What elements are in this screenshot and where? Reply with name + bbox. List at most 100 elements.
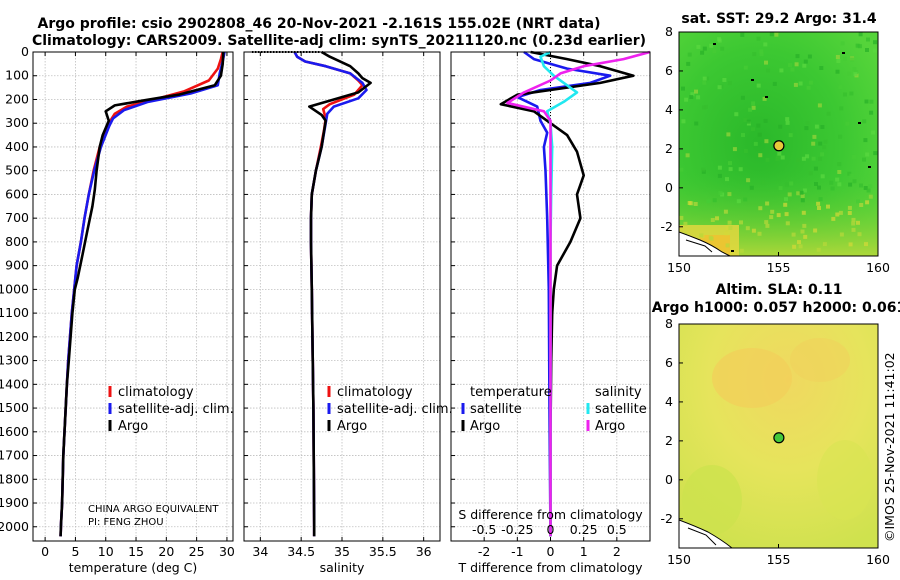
y-tick-label: 0 bbox=[21, 44, 29, 59]
sst-pixel bbox=[839, 106, 844, 111]
sst-pixel bbox=[775, 156, 780, 161]
sst-pixel bbox=[694, 121, 699, 126]
sst-pixel bbox=[855, 43, 860, 48]
map-x-tick-label: 160 bbox=[866, 552, 890, 567]
sst-pixel bbox=[690, 92, 695, 97]
sst-pixel bbox=[679, 167, 684, 172]
sst-pixel bbox=[685, 153, 690, 158]
sst-pixel bbox=[705, 76, 710, 81]
sst-pixel bbox=[746, 119, 751, 124]
sst-pixel bbox=[817, 206, 821, 210]
y-tick-label: 2000 bbox=[0, 519, 29, 534]
sst-pixel bbox=[798, 244, 803, 249]
sst-pixel bbox=[748, 107, 753, 112]
sst-pixel bbox=[702, 105, 707, 110]
sst-pixel bbox=[766, 68, 771, 73]
sst-pixel bbox=[759, 52, 764, 57]
sst-pixel bbox=[727, 192, 732, 197]
sst-pixel bbox=[710, 218, 715, 222]
sample-dot bbox=[276, 51, 278, 53]
sample-dot bbox=[300, 51, 302, 53]
sla-map-axes: 150 155 160 -2 0 2 4 6 8 bbox=[661, 316, 890, 567]
sst-pixel bbox=[756, 123, 761, 128]
sst-pixel bbox=[838, 85, 843, 90]
sst-pixel bbox=[764, 139, 769, 144]
sst-pixel bbox=[681, 119, 686, 124]
sst-pixel bbox=[751, 228, 756, 233]
sst-pixel bbox=[784, 212, 789, 217]
legend-label: Argo bbox=[595, 419, 625, 434]
map-y-tick-label: 4 bbox=[665, 102, 673, 117]
y-tick-label: 300 bbox=[5, 115, 29, 130]
sst-pixel bbox=[784, 182, 789, 187]
sst-pixel bbox=[804, 126, 809, 131]
sst-pixel bbox=[769, 32, 774, 37]
sst-pixel bbox=[817, 185, 821, 190]
sst-pixel bbox=[873, 151, 878, 156]
sst-pixel bbox=[863, 186, 868, 190]
sst-pixel bbox=[726, 132, 731, 137]
series-line-satellite-adj-clim- bbox=[293, 51, 368, 537]
sst-pixel bbox=[818, 156, 823, 161]
sst-pixel bbox=[762, 96, 767, 101]
x-tick-label: 35.5 bbox=[369, 544, 397, 559]
sst-pixel bbox=[717, 173, 722, 178]
x-tick-label: 10 bbox=[98, 544, 114, 559]
sst-pixel bbox=[843, 92, 847, 97]
sst-pixel bbox=[805, 154, 810, 159]
sst-pixel bbox=[725, 226, 730, 231]
series-line-t-satellite bbox=[516, 50, 612, 537]
sst-pixel bbox=[847, 205, 852, 210]
sst-pixel bbox=[858, 32, 863, 37]
sst-pixel bbox=[728, 225, 733, 230]
sst-pixel bbox=[808, 171, 813, 176]
temperature-panel: 0 5 10 15 20 25 30 temperature (deg C) 0 100 200 30… bbox=[0, 44, 235, 575]
sst-pixel bbox=[859, 183, 863, 188]
sample-dot bbox=[312, 51, 314, 53]
sample-dot bbox=[264, 51, 266, 53]
series-line-s-argo bbox=[506, 50, 651, 537]
sst-pixel bbox=[679, 215, 684, 220]
sst-pixel bbox=[800, 198, 805, 203]
y-tick-label: 1400 bbox=[0, 376, 29, 391]
sst-pixel bbox=[826, 204, 830, 209]
sst-pixel bbox=[868, 194, 873, 199]
sst-pixel bbox=[689, 95, 694, 99]
map-x-tick-label: 155 bbox=[767, 260, 791, 275]
sst-pixel bbox=[717, 85, 722, 90]
sst-pixel bbox=[816, 201, 821, 206]
sst-pixel bbox=[802, 223, 807, 228]
y-tick-label: 400 bbox=[5, 139, 29, 154]
sample-dot bbox=[255, 51, 257, 53]
sst-pixel bbox=[736, 199, 741, 204]
sst-pixel bbox=[852, 67, 857, 72]
y-tick-label: 1600 bbox=[0, 424, 29, 439]
sst-pixel bbox=[838, 210, 843, 215]
sst-pixel bbox=[814, 124, 819, 129]
y-tick-label: 1000 bbox=[0, 281, 29, 296]
sst-pixel bbox=[835, 55, 840, 59]
sst-pixel bbox=[765, 157, 770, 162]
sample-dot bbox=[258, 51, 260, 53]
x-tick-label: -2 bbox=[478, 544, 490, 559]
sst-pixel bbox=[686, 61, 691, 66]
sample-dot bbox=[279, 51, 281, 53]
x-tick-label: 1 bbox=[580, 544, 588, 559]
sst-pixel bbox=[756, 83, 761, 88]
y-tick-label: 1900 bbox=[0, 495, 29, 510]
salinity-panel: 34 34.5 35 35.5 36 salinity climatology satelli… bbox=[243, 50, 453, 575]
legend-label: Argo bbox=[470, 419, 500, 434]
sst-pixel bbox=[759, 49, 764, 54]
sst-pixel bbox=[740, 32, 745, 37]
sst-pixel bbox=[778, 186, 783, 191]
sla-map-title: Altim. SLA: 0.11 bbox=[715, 282, 842, 298]
institution-label: CHINA ARGO EQUIVALENT bbox=[88, 504, 219, 515]
sst-pixel bbox=[724, 231, 729, 236]
sst-pixel bbox=[865, 152, 870, 157]
sst-pixel bbox=[728, 167, 733, 172]
sst-pixel bbox=[700, 50, 705, 55]
sst-pixel bbox=[837, 182, 842, 187]
sst-pixel bbox=[743, 118, 748, 123]
sst-pixel bbox=[764, 220, 769, 225]
sst-pixel bbox=[765, 223, 770, 228]
